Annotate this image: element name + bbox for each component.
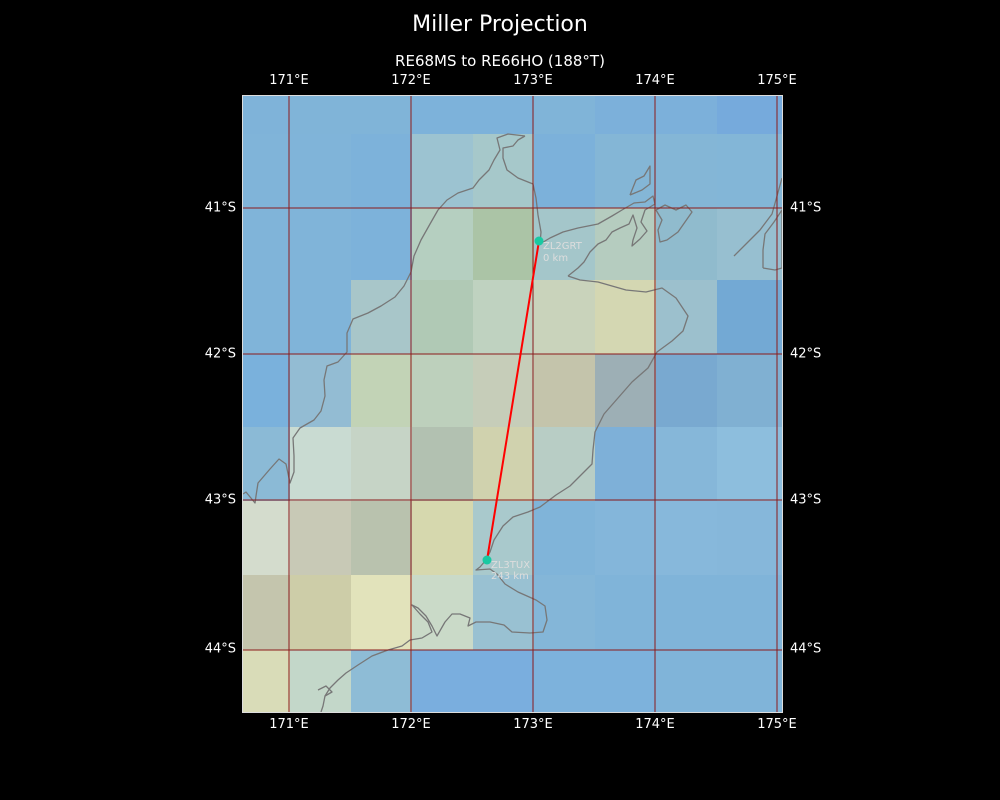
end-station-label: ZL3TUX [491,560,530,571]
lon-tick-top-175: 175°E [757,73,797,88]
map-canvas[interactable]: ZL2GRT 0 km ZL3TUX 243 km [243,96,782,712]
map-title: Miller Projection [412,12,588,37]
lat-tick-right-41: 41°S [790,200,822,216]
lon-tick-bottom-174: 174°E [635,717,675,732]
lat-tick-right-43: 43°S [790,492,822,508]
map-panel[interactable]: ZL2GRT 0 km ZL3TUX 243 km [242,95,783,713]
lat-tick-right-42: 42°S [790,346,822,362]
lat-tick-left-42: 42°S [204,346,236,362]
start-station-label: ZL2GRT [543,241,583,252]
lon-tick-bottom-173: 173°E [513,717,553,732]
lon-tick-bottom-175: 175°E [757,717,797,732]
lat-tick-left-41: 41°S [204,200,236,216]
coastline [243,133,782,712]
end-station-marker[interactable] [482,555,492,565]
path-line [486,240,540,561]
lat-tick-right-44: 44°S [790,641,822,657]
lon-tick-top-171: 171°E [269,73,309,88]
lon-tick-top-174: 174°E [635,73,675,88]
lon-tick-top-172: 172°E [391,73,431,88]
end-station-distance: 243 km [491,571,529,582]
start-station-marker[interactable] [534,236,544,246]
lon-tick-bottom-171: 171°E [269,717,309,732]
graticule [243,96,782,712]
lon-tick-bottom-172: 172°E [391,717,431,732]
lat-tick-left-43: 43°S [204,492,236,508]
lat-tick-left-44: 44°S [204,641,236,657]
map-subtitle: RE68MS to RE66HO (188°T) [395,52,605,70]
start-station-distance: 0 km [543,253,568,264]
lon-tick-top-173: 173°E [513,73,553,88]
